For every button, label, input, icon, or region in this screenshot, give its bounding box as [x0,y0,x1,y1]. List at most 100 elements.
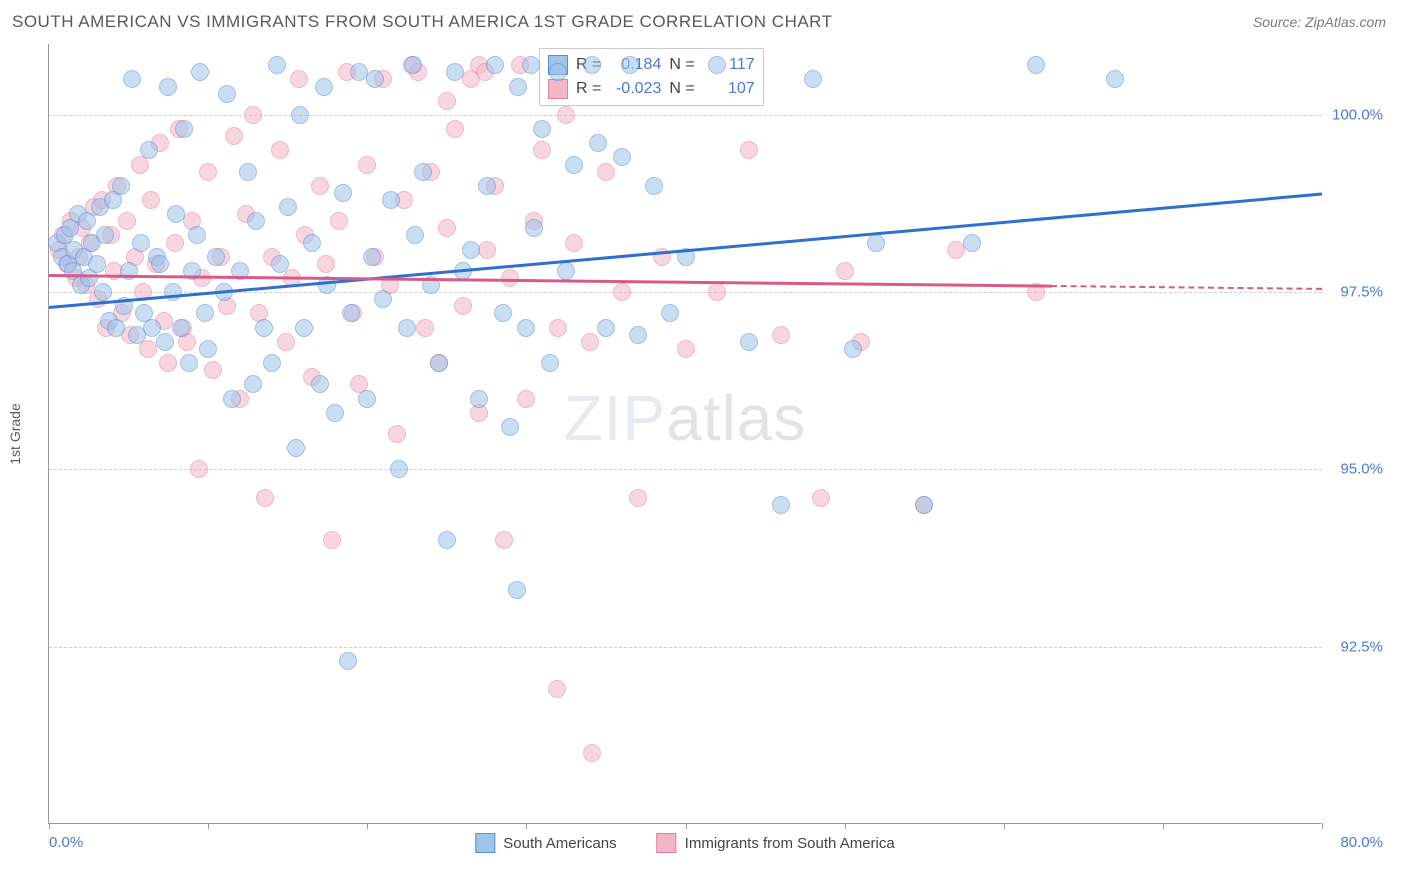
scatter-point [414,163,432,181]
watermark-part2: atlas [666,382,806,454]
scatter-point [740,333,758,351]
stats-r-value-2: -0.023 [609,80,661,98]
scatter-point [342,304,360,322]
scatter-point [218,85,236,103]
scatter-point [388,425,406,443]
scatter-point [315,78,333,96]
gridline-h [49,115,1322,116]
scatter-point [812,489,830,507]
scatter-point [330,212,348,230]
y-tick-label: 97.5% [1328,284,1383,301]
scatter-point [522,56,540,74]
scatter-point [509,78,527,96]
legend-item-2: Immigrants from South America [657,833,895,853]
chart-source: Source: ZipAtlas.com [1253,14,1386,30]
x-tick [49,823,50,829]
x-tick [1322,823,1323,829]
scatter-point [454,297,472,315]
watermark-part1: ZIP [564,382,667,454]
scatter-point [836,262,854,280]
scatter-point [204,361,222,379]
x-tick [208,823,209,829]
scatter-point [88,255,106,273]
scatter-point [478,241,496,259]
stats-r-label: R = [576,80,601,98]
scatter-point [438,219,456,237]
scatter-point [207,248,225,266]
scatter-point [565,234,583,252]
scatter-point [470,390,488,408]
scatter-point [374,290,392,308]
scatter-point [462,241,480,259]
scatter-point [180,354,198,372]
scatter-point [541,354,559,372]
scatter-point [430,354,448,372]
scatter-point [677,340,695,358]
y-tick-label: 100.0% [1328,106,1383,123]
scatter-point [629,489,647,507]
legend-item-1: South Americans [475,833,616,853]
scatter-point [597,163,615,181]
scatter-point [279,198,297,216]
plot-container: ZIPatlas 1st Grade R = 0.184 N = 117 R =… [48,44,1388,844]
scatter-point [166,234,184,252]
scatter-point [290,70,308,88]
scatter-point [589,134,607,152]
scatter-point [557,106,575,124]
scatter-point [159,354,177,372]
scatter-point [196,304,214,322]
scatter-point [123,70,141,88]
scatter-point [495,531,513,549]
scatter-point [277,333,295,351]
scatter-point [271,255,289,273]
stats-n-label: N = [669,80,694,98]
scatter-point [708,56,726,74]
scatter-point [597,319,615,337]
scatter-point [549,63,567,81]
scatter-point [494,304,512,322]
scatter-point [772,496,790,514]
scatter-point [963,234,981,252]
x-tick [367,823,368,829]
scatter-point [271,141,289,159]
scatter-point [287,439,305,457]
scatter-point [525,219,543,237]
scatter-point [268,56,286,74]
stats-n-value-2: 107 [703,80,755,98]
scatter-point [629,326,647,344]
stats-legend-box: R = 0.184 N = 117 R = -0.023 N = 107 [539,48,764,106]
scatter-point [78,212,96,230]
x-axis-min-label: 0.0% [49,834,83,851]
scatter-point [583,744,601,762]
scatter-point [334,184,352,202]
scatter-point [199,340,217,358]
scatter-point [199,163,217,181]
scatter-point [317,255,335,273]
scatter-point [438,531,456,549]
scatter-point [247,212,265,230]
scatter-point [557,262,575,280]
scatter-point [291,106,309,124]
scatter-point [867,234,885,252]
scatter-point [175,120,193,138]
scatter-point [239,163,257,181]
scatter-point [303,234,321,252]
x-tick [1163,823,1164,829]
stats-n-label: N = [669,56,694,74]
x-axis-max-label: 80.0% [1340,834,1383,851]
scatter-point [398,319,416,337]
scatter-point [517,390,535,408]
scatter-point [172,319,190,337]
y-tick-label: 92.5% [1328,638,1383,655]
scatter-point [581,333,599,351]
scatter-point [508,581,526,599]
x-tick [845,823,846,829]
scatter-point [486,56,504,74]
scatter-point [416,319,434,337]
scatter-point [223,390,241,408]
scatter-point [244,375,262,393]
scatter-point [501,418,519,436]
watermark: ZIPatlas [564,381,807,455]
stats-row-series-2: R = -0.023 N = 107 [548,77,755,101]
scatter-point [311,177,329,195]
